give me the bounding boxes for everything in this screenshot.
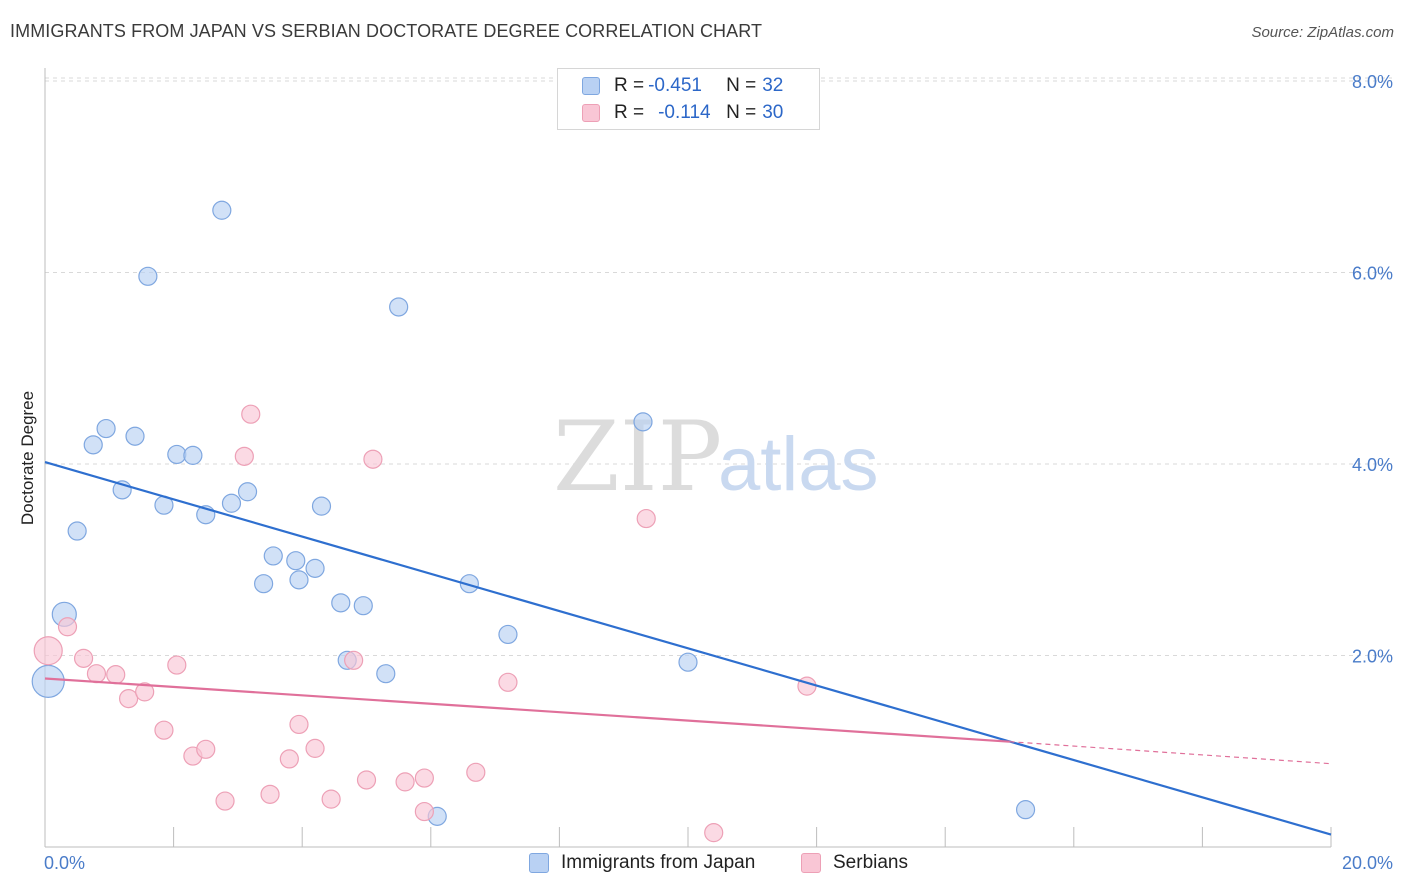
x-tick-labels: 0.0% 20.0% <box>44 853 1393 873</box>
series-legend: Immigrants from Japan Serbians <box>0 852 1406 878</box>
legend-row-serbians: R = -0.114 N = 30 <box>582 102 783 124</box>
legend-label-japan: Immigrants from Japan <box>561 852 756 873</box>
legend-r-value: -0.114 <box>658 102 711 123</box>
grid-lines <box>45 77 1392 656</box>
legend-swatch-blue <box>582 77 600 95</box>
data-point-japan <box>237 482 258 502</box>
trend-line-japan <box>44 461 1332 836</box>
data-point-serbians <box>118 688 139 709</box>
data-point-japan <box>311 496 332 516</box>
data-point-japan <box>67 521 87 541</box>
data-point-japan <box>331 593 351 613</box>
legend-item-serbians[interactable]: Serbians <box>801 852 908 874</box>
data-point-serbians <box>704 823 724 843</box>
data-point-japan <box>389 297 409 317</box>
data-point-serbians <box>241 404 261 424</box>
y-tick-label: 8.0% <box>1352 72 1393 92</box>
data-point-serbians <box>395 772 415 792</box>
data-point-japan <box>31 664 65 698</box>
data-point-japan <box>167 444 187 465</box>
trend-lines <box>44 461 1332 836</box>
data-point-japan <box>376 664 396 684</box>
data-point-japan <box>459 574 479 594</box>
data-point-serbians <box>196 739 216 759</box>
legend-row-japan: R = -0.451 N = 32 <box>582 75 783 97</box>
source-label: Source: ZipAtlas.com <box>1251 24 1394 41</box>
data-point-japan <box>125 426 145 446</box>
data-point-japan <box>1015 800 1036 820</box>
y-tick-label: 4.0% <box>1352 455 1393 475</box>
y-tick-labels: 2.0% 4.0% 6.0% 8.0% <box>1352 72 1393 667</box>
trend-line-serbians <box>44 677 1010 743</box>
x-tick-label: 20.0% <box>1342 853 1393 873</box>
data-point-japan <box>305 558 325 578</box>
legend-swatch-pink <box>582 104 600 122</box>
data-point-serbians <box>414 768 434 788</box>
trend-line-serbians-extension <box>1009 741 1332 765</box>
chart-title: IMMIGRANTS FROM JAPAN VS SERBIAN DOCTORA… <box>10 21 763 41</box>
data-point-japan <box>254 574 274 594</box>
series-serbians <box>33 404 817 843</box>
legend-item-japan[interactable]: Immigrants from Japan <box>529 852 755 874</box>
legend-r-label: R = <box>614 102 645 123</box>
data-point-japan <box>353 596 373 616</box>
legend-label-serbians: Serbians <box>833 852 908 873</box>
series-immigrants-from-japan <box>31 200 1036 826</box>
data-point-japan <box>289 570 309 590</box>
data-point-serbians <box>260 784 280 804</box>
data-point-serbians <box>215 791 235 811</box>
data-point-serbians <box>289 714 309 735</box>
data-point-japan <box>221 493 242 513</box>
data-point-japan <box>83 435 103 455</box>
data-point-japan <box>138 266 158 286</box>
legend-n-label: N = <box>726 102 757 123</box>
data-point-serbians <box>363 449 383 469</box>
data-point-japan <box>286 551 306 571</box>
legend-swatch-blue <box>529 853 549 873</box>
data-point-japan <box>96 418 116 439</box>
data-point-serbians <box>86 664 107 684</box>
data-point-japan <box>633 412 653 432</box>
data-point-serbians <box>135 682 155 702</box>
data-point-japan <box>212 200 232 220</box>
watermark-atlas: atlas <box>718 422 879 507</box>
data-point-serbians <box>234 446 254 466</box>
data-point-serbians <box>414 801 434 822</box>
legend-n-value: 32 <box>762 75 784 96</box>
data-point-serbians <box>466 762 486 782</box>
watermark: ZIP atlas <box>553 401 879 513</box>
data-point-serbians <box>167 655 187 675</box>
data-point-japan <box>678 652 698 672</box>
legend-r-value: -0.451 <box>648 75 702 96</box>
data-point-serbians <box>33 636 63 666</box>
correlation-legend: R = -0.451 N = 32 R = -0.114 N = 30 <box>557 68 820 130</box>
axes <box>44 68 1332 848</box>
legend-n-label: N = <box>726 75 757 96</box>
data-point-serbians <box>73 648 94 668</box>
data-point-japan <box>183 445 203 465</box>
legend-swatch-pink <box>801 853 821 873</box>
data-point-serbians <box>498 672 518 692</box>
data-point-serbians <box>344 650 364 670</box>
legend-r-label: R = <box>614 75 645 96</box>
data-point-serbians <box>279 749 299 769</box>
data-point-serbians <box>106 665 126 685</box>
data-point-serbians <box>321 789 341 809</box>
data-point-japan <box>498 624 518 645</box>
data-point-serbians <box>305 738 325 758</box>
data-point-serbians <box>154 720 174 740</box>
y-tick-label: 6.0% <box>1352 264 1393 284</box>
data-point-serbians <box>57 617 78 637</box>
data-point-serbians <box>356 770 377 790</box>
data-point-japan <box>263 546 283 566</box>
legend-n-value: 30 <box>762 102 784 123</box>
x-tick-label: 0.0% <box>44 853 85 873</box>
y-tick-label: 2.0% <box>1352 647 1393 667</box>
data-point-serbians <box>636 508 656 529</box>
